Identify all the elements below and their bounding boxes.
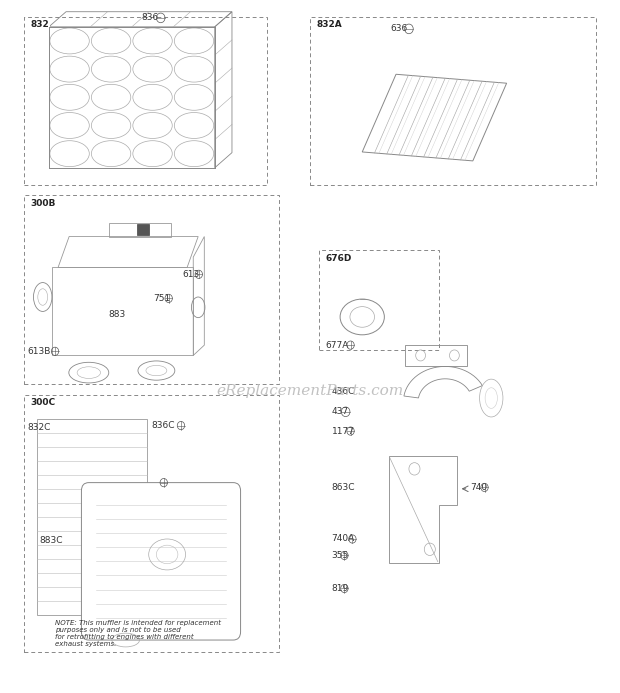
- Bar: [319, 250, 439, 350]
- Text: 300C: 300C: [30, 398, 56, 407]
- Bar: [24, 17, 267, 185]
- Text: 751: 751: [153, 294, 170, 303]
- Text: eReplacementParts.com: eReplacementParts.com: [216, 384, 404, 398]
- Text: 836: 836: [141, 13, 158, 22]
- Text: 437: 437: [332, 407, 348, 416]
- Text: 677A: 677A: [326, 341, 348, 350]
- Bar: [24, 394, 279, 652]
- Text: 636: 636: [390, 24, 407, 33]
- Text: 613B: 613B: [27, 346, 51, 356]
- Text: 436C: 436C: [332, 387, 355, 396]
- Text: 832A: 832A: [316, 20, 342, 29]
- Text: 883C: 883C: [40, 536, 63, 545]
- Bar: [24, 195, 279, 385]
- Polygon shape: [137, 224, 149, 235]
- Text: 300B: 300B: [30, 199, 56, 208]
- Text: 883: 883: [108, 310, 126, 319]
- Text: 832C: 832C: [27, 423, 51, 432]
- Text: 740: 740: [470, 483, 487, 492]
- Text: 863C: 863C: [332, 483, 355, 492]
- Text: 613: 613: [182, 270, 200, 279]
- Text: 355: 355: [332, 551, 349, 560]
- FancyBboxPatch shape: [81, 482, 241, 640]
- Text: 836C: 836C: [151, 421, 175, 430]
- Text: 819: 819: [332, 584, 349, 593]
- Bar: [310, 17, 596, 185]
- Text: 1177: 1177: [332, 427, 355, 436]
- Text: 740A: 740A: [332, 534, 355, 543]
- Text: NOTE: This muffler is intended for replacement
purposes only and is not to be us: NOTE: This muffler is intended for repla…: [55, 620, 221, 647]
- Text: 832: 832: [30, 20, 49, 29]
- Text: 676D: 676D: [326, 254, 352, 263]
